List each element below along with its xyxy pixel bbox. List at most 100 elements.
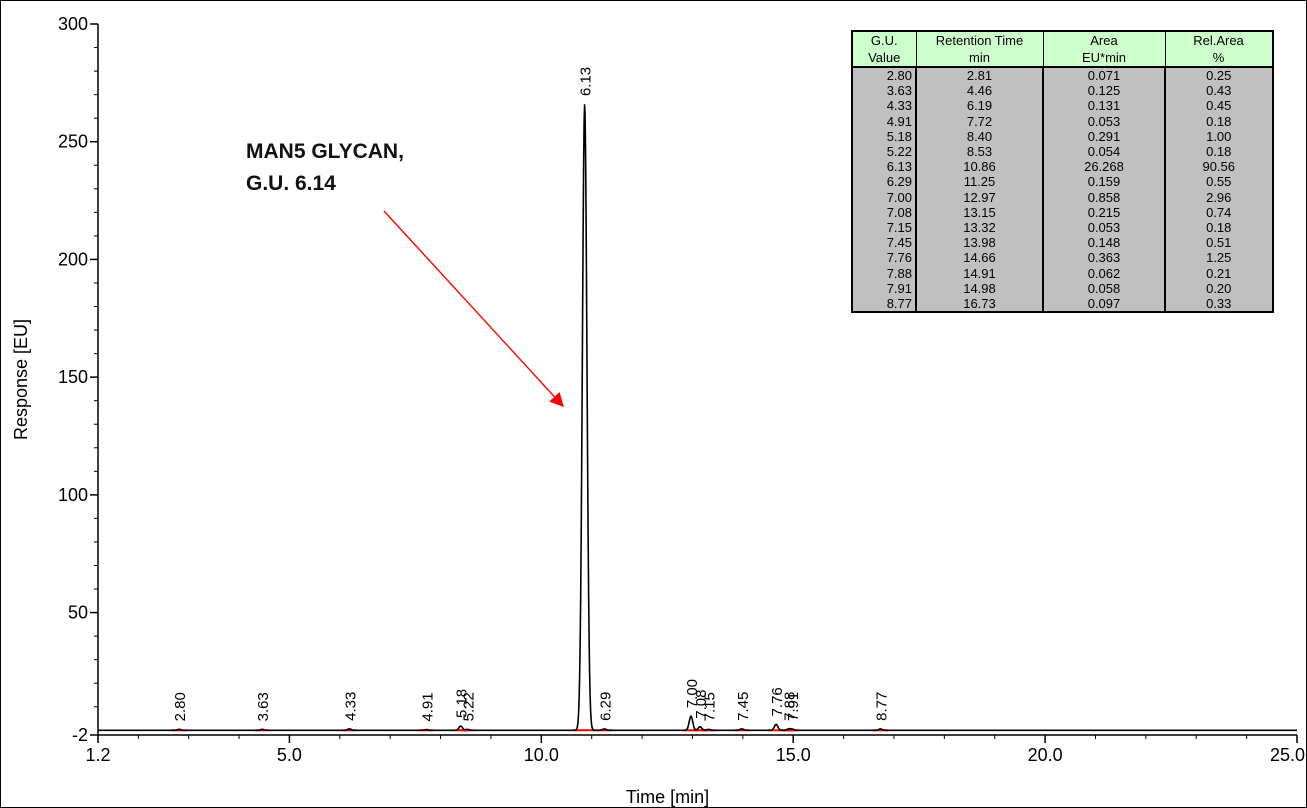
peak-label: 8.77 [873,692,890,721]
table-row: 7.91 14.98 0.058 0.20 [851,280,1274,297]
table-row: 6.13 10.86 26.268 90.56 [851,159,1274,175]
x-tick-label: 25.0 [1270,745,1305,765]
table-row: 7.88 14.91 0.062 0.21 [851,265,1274,281]
table-row: 7.45 13.98 0.148 0.51 [851,235,1274,251]
table-row: 4.91 7.72 0.053 0.18 [851,113,1274,129]
header-area: Area EU*min [1042,30,1166,68]
table-row: 7.08 13.15 0.215 0.74 [851,204,1274,221]
cell-gu-value: 5.22 [851,144,917,160]
cell-area: 0.148 [1042,235,1166,251]
peak-annotation: MAN5 GLYCAN, G.U. 6.14 [246,136,404,200]
y-tick-label: 200 [58,249,88,269]
cell-retention-time: 11.25 [915,174,1044,190]
peak-label: 7.91 [785,692,802,721]
cell-gu-value: 8.77 [851,296,917,313]
cell-area: 0.131 [1042,98,1166,114]
cell-area: 0.159 [1042,174,1166,190]
peak-label: 5.22 [460,692,477,721]
peak-label: 7.08 [693,690,710,719]
table-row: 3.63 4.46 0.125 0.43 [851,83,1274,99]
cell-retention-time: 12.97 [915,189,1044,205]
cell-rel-area: 0.20 [1164,280,1274,297]
cell-rel-area: 0.25 [1164,67,1274,84]
peak-label: 4.33 [342,692,359,721]
peak-label: 6.29 [597,692,614,721]
cell-area: 26.268 [1042,159,1166,175]
table-row: 8.77 16.73 0.097 0.33 [851,296,1274,313]
cell-gu-value: 7.88 [851,265,917,281]
cell-area: 0.071 [1042,67,1166,84]
cell-gu-value: 2.80 [851,67,917,84]
y-tick-label: 250 [58,132,88,152]
cell-retention-time: 13.15 [915,204,1044,221]
peak-label: 7.88 [782,692,799,721]
cell-gu-value: 7.45 [851,235,917,251]
cell-retention-time: 14.98 [915,280,1044,297]
table-row: 7.00 12.97 0.858 2.96 [851,189,1274,205]
cell-gu-value: 7.08 [851,204,917,221]
cell-rel-area: 0.33 [1164,296,1274,313]
cell-retention-time: 14.91 [915,265,1044,281]
cell-area: 0.291 [1042,128,1166,145]
cell-rel-area: 0.45 [1164,98,1274,114]
x-tick-label: 20.0 [1028,745,1063,765]
table-row: 7.76 14.66 0.363 1.25 [851,250,1274,266]
cell-area: 0.053 [1042,113,1166,129]
cell-area: 0.062 [1042,265,1166,281]
cell-retention-time: 6.19 [915,98,1044,114]
cell-rel-area: 0.21 [1164,265,1274,281]
cell-rel-area: 0.51 [1164,235,1274,251]
chromatogram-trace [98,104,1297,732]
cell-retention-time: 4.46 [915,83,1044,99]
annotation-arrow [383,210,564,408]
cell-retention-time: 8.40 [915,128,1044,145]
peak-table: G.U. Value Retention Time min Area EU*min R… [851,30,1274,314]
y-tick-label: 50 [68,603,88,623]
table-row: 5.18 8.40 0.291 1.00 [851,128,1274,145]
table-row: 7.15 13.32 0.053 0.18 [851,220,1274,236]
cell-rel-area: 2.96 [1164,189,1274,205]
cell-gu-value: 6.13 [851,159,917,175]
table-row: 4.33 6.19 0.131 0.45 [851,98,1274,114]
cell-rel-area: 0.55 [1164,174,1274,190]
table-row: 2.80 2.81 0.071 0.25 [851,67,1274,84]
y-tick-label: -2 [72,725,88,745]
x-tick-label: 15.0 [776,745,811,765]
cell-gu-value: 4.33 [851,98,917,114]
peak-label: 7.76 [769,687,786,716]
table-row: 6.29 11.25 0.159 0.55 [851,174,1274,190]
cell-area: 0.363 [1042,250,1166,266]
peak-label: 7.00 [684,679,701,708]
header-retention-time: Retention Time min [915,30,1044,68]
cell-rel-area: 1.00 [1164,128,1274,145]
cell-retention-time: 8.53 [915,144,1044,160]
cell-area: 0.053 [1042,220,1166,236]
cell-gu-value: 7.76 [851,250,917,266]
cell-rel-area: 0.74 [1164,204,1274,221]
cell-area: 0.215 [1042,204,1166,221]
cell-area: 0.058 [1042,280,1166,297]
cell-area: 0.097 [1042,296,1166,313]
cell-retention-time: 16.73 [915,296,1044,313]
cell-gu-value: 4.91 [851,113,917,129]
annotation-line-2: G.U. 6.14 [246,172,336,195]
cell-gu-value: 7.91 [851,280,917,297]
peak-table-body: 2.80 2.81 0.071 0.25 3.63 4.46 0.125 0.43 4.33 6.… [851,67,1274,313]
peak-label: 5.18 [454,689,471,718]
peak-label: 7.45 [735,692,752,721]
table-row: 5.22 8.53 0.054 0.18 [851,144,1274,160]
peak-table-header: G.U. Value Retention Time min Area EU*min R… [851,30,1273,68]
header-gu-value: G.U. Value [851,30,917,68]
peak-label: 7.15 [702,692,719,721]
cell-retention-time: 7.72 [915,113,1044,129]
y-tick-label: 300 [58,14,88,34]
cell-area: 0.858 [1042,189,1166,205]
cell-rel-area: 0.18 [1164,113,1274,129]
peak-label: 4.91 [419,692,436,721]
cell-retention-time: 13.32 [915,220,1044,236]
annotation-line-1: MAN5 GLYCAN, [246,140,404,163]
cell-area: 0.125 [1042,83,1166,99]
header-rel-area: Rel.Area% [1164,30,1273,68]
cell-gu-value: 6.29 [851,174,917,190]
